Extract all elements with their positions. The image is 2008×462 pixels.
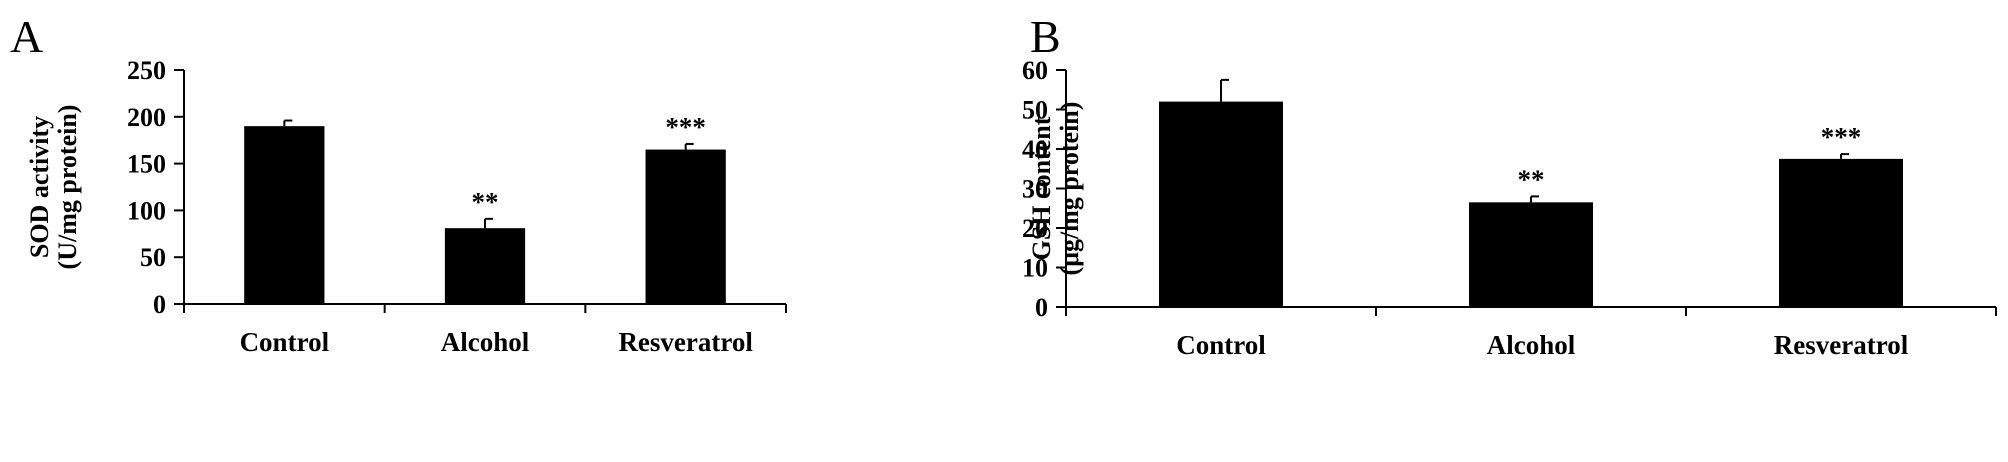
panel-b: B 0 10 20 30 40 50 60 Control ** Alcohol *** Resver… bbox=[1022, 11, 1997, 360]
panel-a-y-tick-label: 0 bbox=[153, 290, 166, 319]
panel-b-bar-resveratrol bbox=[1779, 158, 1903, 307]
panel-b-y-tick-label: 40 bbox=[1022, 135, 1048, 164]
panel-b-y-tick-label: 50 bbox=[1022, 96, 1048, 125]
panel-b-y-tick-label: 60 bbox=[1022, 56, 1048, 85]
panel-b-y-tick-label: 0 bbox=[1035, 293, 1048, 322]
panel-b-y-tick-label: 20 bbox=[1022, 214, 1048, 243]
panel-a-y-tick-label: 250 bbox=[127, 56, 166, 85]
panel-b-y-axis-label: GSH content bbox=[1027, 116, 1056, 260]
panel-a-y-axis-label: SOD activity bbox=[25, 116, 54, 258]
panel-b-plot: 0 10 20 30 40 50 60 Control ** Alcohol *** Resverat… bbox=[1022, 56, 1997, 360]
panel-a-category-label: Control bbox=[240, 327, 330, 357]
panel-b-y-tick-label: 10 bbox=[1022, 254, 1048, 283]
panel-b-significance-label: *** bbox=[1821, 122, 1862, 152]
panel-a: A 0 50 100 150 200 250 Control ** Alcohol *** Resv… bbox=[10, 11, 787, 357]
panel-a-y-tick-label: 200 bbox=[127, 103, 166, 132]
panel-a-category-label: Alcohol bbox=[441, 327, 530, 357]
panel-a-letter: A bbox=[10, 11, 43, 62]
panel-a-y-tick-label: 100 bbox=[127, 196, 166, 225]
panel-a-bar-alcohol bbox=[444, 228, 526, 304]
panel-b-y-axis-label: (μg/mg protein) bbox=[1055, 102, 1084, 276]
panel-b-letter: B bbox=[1030, 11, 1061, 62]
panel-a-y-tick-label: 50 bbox=[140, 243, 166, 272]
panel-b-category-label: Resveratrol bbox=[1774, 330, 1909, 360]
panel-a-plot: 0 50 100 150 200 250 Control ** Alcohol *** Resver… bbox=[25, 56, 787, 357]
panel-a-significance-label: *** bbox=[665, 112, 706, 142]
panel-b-y-tick-label: 30 bbox=[1022, 175, 1048, 204]
panel-b-bar-alcohol bbox=[1469, 202, 1593, 307]
panel-a-category-label: Resveratrol bbox=[618, 327, 753, 357]
panel-a-bar-control bbox=[244, 126, 325, 304]
panel-b-category-label: Control bbox=[1176, 330, 1266, 360]
panel-a-bar-resveratrol bbox=[645, 149, 726, 304]
panel-a-y-axis-label: (U/mg protein) bbox=[53, 105, 82, 270]
panel-a-significance-label: ** bbox=[472, 187, 499, 217]
panel-b-significance-label: ** bbox=[1518, 164, 1545, 194]
panel-a-y-tick-label: 150 bbox=[127, 150, 166, 179]
panel-b-category-label: Alcohol bbox=[1487, 330, 1576, 360]
panel-b-bar-control bbox=[1159, 101, 1283, 307]
